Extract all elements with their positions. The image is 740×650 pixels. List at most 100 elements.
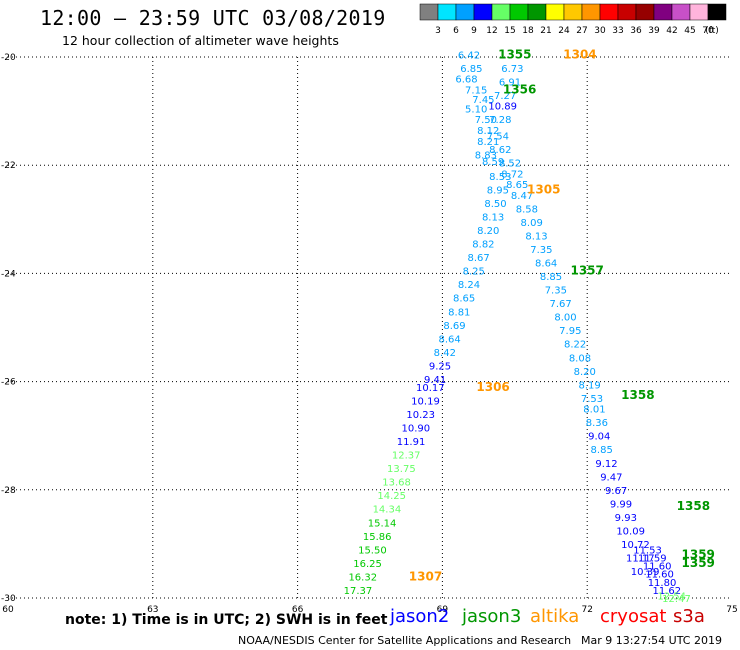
colorbar-label: 6 xyxy=(453,26,459,36)
y-tick-label: -24 xyxy=(1,269,16,279)
colorbar-label: 12 xyxy=(486,26,497,36)
chart-plot: 60 63 66 69 72 75-20-22-24-26-28-306.426.856.… xyxy=(1,47,738,615)
wave-height-label: 8.08 xyxy=(569,353,591,364)
wave-height-label: 9.47 xyxy=(600,472,622,483)
pass-number-label: 1305 xyxy=(527,183,560,197)
colorbar-label: 18 xyxy=(522,26,534,36)
wave-height-label: 14.25 xyxy=(377,491,406,502)
page-subtitle: 12 hour collection of altimeter wave hei… xyxy=(62,33,339,48)
wave-height-label: 9.93 xyxy=(615,513,637,524)
wave-height-label: 8.52 xyxy=(499,158,521,169)
wave-height-label: 8.65 xyxy=(506,180,528,191)
wave-height-label: 11.62 xyxy=(653,586,682,597)
x-tick-label: 72 xyxy=(581,605,592,615)
pass-number-label: 1357 xyxy=(570,264,603,278)
wave-height-label: 8.82 xyxy=(472,240,494,251)
wave-height-label: 8.85 xyxy=(540,272,562,283)
colorbar: 3 6 9 12 15 18 21 24 27 30 33 36 39 42 45 70(ft) xyxy=(419,3,727,36)
wave-height-label: 8.67 xyxy=(467,253,489,264)
colorbar-label: 36 xyxy=(630,26,642,36)
wave-height-label: 8.50 xyxy=(484,199,506,210)
wave-height-label: 9.25 xyxy=(429,361,451,372)
colorbar-label: 30 xyxy=(594,26,606,36)
x-tick-label: 63 xyxy=(147,605,158,615)
wave-height-label: 11.60 xyxy=(645,570,674,581)
wave-height-label: 11.91 xyxy=(397,437,426,448)
wave-height-label: 8.85 xyxy=(591,445,613,456)
wave-height-label: 6.91 xyxy=(499,77,521,88)
wave-height-label: 11.59 xyxy=(638,553,667,564)
wave-height-label: 7.54 xyxy=(487,131,509,142)
y-tick-label: -26 xyxy=(1,378,16,388)
wave-height-label: 13.68 xyxy=(382,478,411,489)
wave-height-label: 5.10 xyxy=(465,104,487,115)
wave-height-label: 8.69 xyxy=(443,321,465,332)
pass-number-label: 1356 xyxy=(503,82,536,96)
colorbar-swatch xyxy=(707,3,727,21)
y-tick-label: -30 xyxy=(1,594,16,604)
wave-height-label: 11.17 xyxy=(626,553,655,564)
wave-height-label: 10.17 xyxy=(416,383,445,394)
wave-height-label: 7.67 xyxy=(550,299,572,310)
wave-height-label: 7.35 xyxy=(545,286,567,297)
wave-height-label: 17.37 xyxy=(344,586,373,597)
wave-height-label: 10.09 xyxy=(616,526,645,537)
satellite-legend-cryosat: cryosat xyxy=(600,606,667,627)
wave-height-label: 14.34 xyxy=(373,505,402,516)
wave-height-label: 7.28 xyxy=(489,115,511,126)
x-tick-label: 75 xyxy=(726,605,737,615)
y-tick-label: -22 xyxy=(1,161,16,171)
wave-height-label: 6.42 xyxy=(458,50,480,61)
colorbar-label: 39 xyxy=(648,26,660,36)
wave-height-label: 8.64 xyxy=(535,259,557,270)
wave-height-label: 11.60 xyxy=(643,562,672,573)
wave-height-label: 8.01 xyxy=(583,405,605,416)
wave-height-label: 10.72 xyxy=(621,540,650,551)
colorbar-label: 70 xyxy=(702,26,714,36)
colorbar-label: 3 xyxy=(435,26,441,36)
wave-height-label: 9.04 xyxy=(588,432,610,443)
wave-height-label: 15.50 xyxy=(358,545,387,556)
wave-height-label: 16.25 xyxy=(353,559,382,570)
y-tick-label: -20 xyxy=(1,53,16,63)
wave-height-label: 8.42 xyxy=(434,348,456,359)
satellite-legend-altika: altika xyxy=(530,606,580,627)
pass-number-label: 1359 xyxy=(682,548,715,562)
pass-number-label: 1358 xyxy=(677,499,710,513)
footnote: note: 1) Time is in UTC; 2) SWH is in fe… xyxy=(65,612,388,628)
wave-height-label: 7.53 xyxy=(581,394,603,405)
wave-height-label: 9.99 xyxy=(610,499,632,510)
pass-number-label: 1358 xyxy=(621,388,654,402)
wave-height-label: 8.95 xyxy=(487,186,509,197)
satellite-legend-jason3: jason3 xyxy=(462,606,522,627)
wave-height-label: 9.41 xyxy=(424,375,446,386)
wave-height-label: 8.47 xyxy=(511,191,533,202)
colorbar-label: 42 xyxy=(666,26,677,36)
wave-height-label: 8.65 xyxy=(453,294,475,305)
wave-height-label: 10.19 xyxy=(411,397,440,408)
wave-height-label: 7.27 xyxy=(494,91,516,102)
wave-height-label: 6.68 xyxy=(455,75,477,86)
wave-height-label: 8.00 xyxy=(554,313,576,324)
wave-height-label: 8.59 xyxy=(482,157,504,168)
wave-height-label: 6.85 xyxy=(460,64,482,75)
pass-number-label: 1355 xyxy=(498,47,531,61)
wave-height-label: 8.21 xyxy=(477,137,499,148)
wave-height-label: 9.12 xyxy=(595,459,617,470)
x-tick-label: 66 xyxy=(292,605,304,615)
wave-height-label: 8.20 xyxy=(477,226,499,237)
pass-number-label: 1307 xyxy=(409,569,442,583)
wave-height-label: 7.15 xyxy=(465,85,487,96)
colorbar-label: 45 xyxy=(684,26,695,36)
wave-height-label: 8.81 xyxy=(448,307,470,318)
wave-height-label: 8.25 xyxy=(463,267,485,278)
page-title: 12:00 – 23:59 UTC 03/08/2019 xyxy=(40,6,386,30)
wave-height-label: 7.95 xyxy=(559,326,581,337)
wave-height-label: 8.09 xyxy=(521,218,543,229)
wave-height-label: 7.45 xyxy=(472,95,494,106)
wave-height-label: 15.14 xyxy=(368,518,397,529)
colorbar-label: 27 xyxy=(576,26,587,36)
wave-height-label: 13.75 xyxy=(387,464,416,475)
pass-number-label: 1359 xyxy=(682,556,715,570)
wave-height-label: 8.36 xyxy=(586,418,608,429)
